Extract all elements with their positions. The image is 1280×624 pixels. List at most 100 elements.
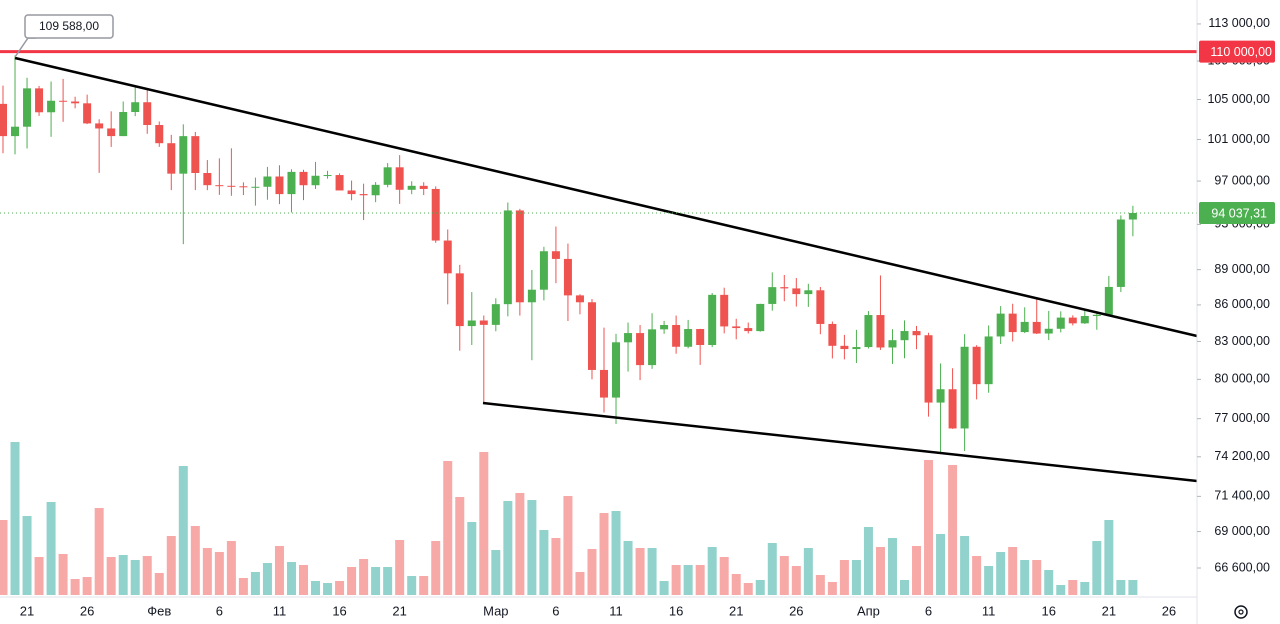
volume-bar xyxy=(875,547,885,595)
candle-body xyxy=(515,210,524,303)
y-tick-label: 77 000,00 xyxy=(1214,411,1270,425)
candle-body xyxy=(0,103,7,137)
settings-button[interactable] xyxy=(1234,605,1248,619)
volume-bar xyxy=(1008,547,1018,595)
volume-bar xyxy=(202,548,212,595)
candle-body xyxy=(600,369,608,398)
volume-bar xyxy=(1056,585,1066,595)
candle-body xyxy=(924,335,933,403)
settings-icon[interactable] xyxy=(1234,605,1248,619)
volume-bar xyxy=(1044,570,1054,595)
candle-body xyxy=(1128,212,1137,220)
candle-body xyxy=(708,294,717,345)
volume-bar xyxy=(58,554,68,595)
volume-bar xyxy=(671,565,681,595)
candle-body xyxy=(539,251,548,290)
volume-bar xyxy=(527,500,537,595)
high-callout: 109 588,00 xyxy=(14,14,114,58)
volume-bar xyxy=(142,556,152,595)
volume-bar xyxy=(936,534,946,595)
candle-body xyxy=(227,185,236,187)
candle-body xyxy=(299,171,308,186)
candle-body xyxy=(672,325,681,347)
candle-body xyxy=(35,88,44,113)
volume-bar xyxy=(887,538,897,595)
candle-body xyxy=(347,190,356,195)
candle-body xyxy=(756,303,765,332)
volume-bar xyxy=(22,516,32,595)
settings-icon-core[interactable] xyxy=(1238,609,1244,615)
candle-body xyxy=(251,186,260,188)
candle-body xyxy=(972,346,981,385)
overlay-layer xyxy=(0,50,1197,214)
volume-bar xyxy=(719,557,729,595)
candle-body xyxy=(732,326,741,329)
candle-body xyxy=(275,176,284,195)
candle-body xyxy=(419,185,428,189)
volume-bar xyxy=(214,552,224,595)
volume-bar xyxy=(695,565,705,595)
candle-body xyxy=(792,288,801,295)
candle-body xyxy=(720,294,729,327)
candle-body xyxy=(828,323,837,346)
volume-bar xyxy=(647,548,657,595)
volume-layer xyxy=(0,442,1138,595)
candle-body xyxy=(23,88,32,127)
level-label: 110 000,00 xyxy=(1210,45,1272,59)
candle-body xyxy=(624,333,633,343)
y-tick-label: 97 000,00 xyxy=(1214,173,1270,187)
volume-bar xyxy=(767,543,777,595)
candle-body xyxy=(383,167,392,185)
volume-bar xyxy=(455,497,465,595)
volume-bar xyxy=(395,540,405,595)
volume-bar xyxy=(851,560,861,595)
candle-body xyxy=(467,320,476,327)
volume-bar xyxy=(1020,560,1030,595)
x-tick-label: 26 xyxy=(789,603,803,618)
candle-body xyxy=(311,175,320,186)
candle-body xyxy=(11,126,20,137)
volume-bar xyxy=(467,522,477,595)
candle-body xyxy=(1008,313,1017,333)
volume-bar xyxy=(407,576,417,595)
x-tick-label: 11 xyxy=(273,603,287,618)
volume-bar xyxy=(803,548,813,595)
candle-body xyxy=(167,143,176,174)
candle-body xyxy=(816,290,825,324)
candle-body xyxy=(912,331,921,336)
volume-bar xyxy=(563,496,573,595)
candle-body xyxy=(696,329,705,345)
volume-bar xyxy=(46,502,56,595)
volume-bar xyxy=(82,577,92,595)
candle-body xyxy=(395,167,404,190)
y-tick-label: 71 400,00 xyxy=(1214,489,1270,503)
volume-bar xyxy=(960,536,970,595)
candle-body xyxy=(287,171,296,195)
x-tick-label: Мар xyxy=(483,603,508,618)
volume-bar xyxy=(286,562,296,595)
candle-body xyxy=(479,320,488,325)
volume-bar xyxy=(779,556,789,595)
volume-bar xyxy=(863,527,873,595)
candle-body xyxy=(143,102,152,126)
candle-body xyxy=(900,331,909,341)
volume-bar xyxy=(238,578,248,595)
y-tick-label: 86 000,00 xyxy=(1214,297,1270,311)
volume-bar xyxy=(1032,560,1042,595)
volume-bar xyxy=(683,565,693,595)
x-tick-label: Апр xyxy=(857,603,880,618)
candle-body xyxy=(636,333,645,366)
volume-bar xyxy=(503,501,513,595)
candle-body xyxy=(1080,316,1089,324)
candle-body xyxy=(443,240,452,274)
volume-bar xyxy=(431,541,441,595)
y-tick-label: 89 000,00 xyxy=(1214,262,1270,276)
volume-bar xyxy=(106,557,116,595)
candle-body xyxy=(71,101,80,104)
volume-bar xyxy=(371,567,381,595)
volume-bar xyxy=(10,442,20,595)
volume-bar xyxy=(551,538,561,595)
candle-body xyxy=(1032,321,1041,334)
candle-body xyxy=(864,315,873,348)
